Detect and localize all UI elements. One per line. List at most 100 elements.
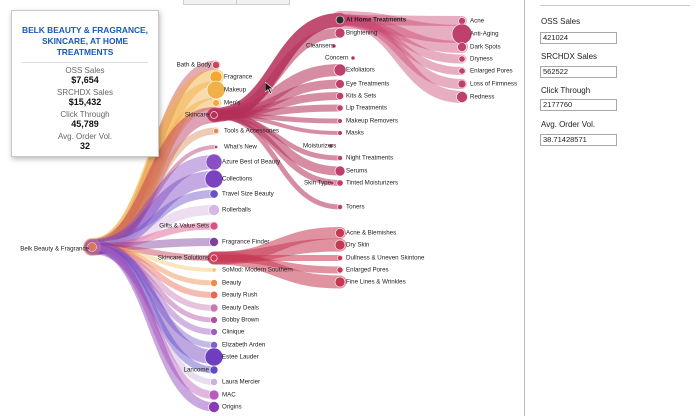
solutions-child-node[interactable] xyxy=(335,228,345,238)
category-node[interactable] xyxy=(208,389,220,401)
skincare-group-node[interactable] xyxy=(331,43,337,49)
treatment-leaf-node[interactable] xyxy=(451,23,473,45)
skincare-child-node[interactable] xyxy=(337,155,343,161)
skincare-child-node[interactable] xyxy=(333,63,347,77)
tooltip-label: Click Through xyxy=(60,110,110,119)
link-root-6 xyxy=(90,145,218,249)
skincare-child-node[interactable] xyxy=(335,79,345,89)
skincare-child-node[interactable] xyxy=(336,92,344,100)
oss-sales-field[interactable] xyxy=(540,32,617,44)
category-node[interactable] xyxy=(212,61,220,69)
category-node[interactable] xyxy=(210,378,218,386)
category-node[interactable] xyxy=(209,290,219,300)
category-label: What's New xyxy=(224,144,257,151)
oss-sales-label: OSS Sales xyxy=(541,17,581,26)
skincare-group-node[interactable] xyxy=(329,180,335,186)
category-node[interactable] xyxy=(208,401,220,413)
solutions-child-node[interactable] xyxy=(336,266,344,274)
link-athome-1 xyxy=(331,11,471,43)
category-node[interactable] xyxy=(205,153,223,171)
link-root-17 xyxy=(89,244,217,311)
category-node[interactable] xyxy=(210,279,218,287)
solutions-child-node[interactable] xyxy=(334,239,346,251)
click-through-field[interactable] xyxy=(540,99,617,111)
avg-order-vol-field[interactable] xyxy=(540,134,617,146)
treatment-leaf-node[interactable] xyxy=(457,42,467,52)
hierarchy-tree-chart: Belk Beauty & Fragrance Bath & Body Fragra… xyxy=(20,11,517,413)
link-root-8 xyxy=(84,171,222,255)
treatment-leaf-label: Loss of Firmness xyxy=(470,81,517,88)
category-node[interactable] xyxy=(204,169,224,189)
top-tab-1[interactable] xyxy=(183,0,237,5)
link-root-4 xyxy=(84,107,222,255)
tooltip-value: 32 xyxy=(79,141,90,151)
skincare-child-label: Serums xyxy=(346,168,367,175)
skincare-child-label: Tinted Moisturizers xyxy=(346,180,398,187)
category-node[interactable] xyxy=(206,80,226,100)
skincare-child-node[interactable] xyxy=(337,204,343,210)
category-label: Origins xyxy=(222,404,242,411)
category-node[interactable] xyxy=(211,267,217,273)
solutions-child-node[interactable] xyxy=(337,255,343,261)
category-node[interactable] xyxy=(210,316,218,324)
skincare-child-node[interactable] xyxy=(334,165,346,177)
link-root-21 xyxy=(85,240,221,364)
skincare-group-node[interactable] xyxy=(350,55,356,61)
treatment-leaf-label: Dark Spots xyxy=(470,44,501,51)
link-athome-2 xyxy=(334,14,468,53)
metrics-panel: OSS Sales SRCHDX Sales Click Through Avg… xyxy=(526,0,700,416)
tooltip-row-aov: Avg. Order Vol. 32 xyxy=(12,132,158,151)
category-node[interactable] xyxy=(204,347,224,367)
skincare-group-node[interactable] xyxy=(328,143,334,149)
root-label: Belk Beauty & Fragrance xyxy=(20,246,89,253)
category-label: SoMod: Modern Southern xyxy=(222,267,293,274)
category-node[interactable] xyxy=(212,99,220,107)
link-root-9 xyxy=(88,190,218,251)
srchdx-sales-field[interactable] xyxy=(540,66,617,78)
category-label: Skincare Solutions xyxy=(158,255,209,262)
category-label: Skincare xyxy=(185,112,210,119)
link-skincare-11 xyxy=(211,112,343,210)
category-label: Gifts & Value Sets xyxy=(159,223,209,230)
category-node[interactable] xyxy=(210,111,218,119)
treatment-leaf-node[interactable] xyxy=(458,67,466,75)
skincare-child-node[interactable] xyxy=(337,118,343,124)
category-node[interactable] xyxy=(209,303,219,313)
skincare-child-node[interactable] xyxy=(336,179,344,187)
category-node[interactable] xyxy=(208,204,220,216)
skincare-child-node[interactable] xyxy=(334,27,346,39)
tooltip-row-srchdx: SRCHDX Sales $15,432 xyxy=(12,88,158,107)
treatment-leaf-label: Acne xyxy=(470,18,485,25)
treatment-leaf-node[interactable] xyxy=(458,55,466,63)
category-node[interactable] xyxy=(210,254,218,262)
skincare-group-label: Moisturizers xyxy=(303,143,336,150)
link-root-2 xyxy=(83,81,225,256)
treatment-leaf-node[interactable] xyxy=(456,91,468,103)
solutions-child-node[interactable] xyxy=(334,276,346,288)
category-node[interactable] xyxy=(210,328,218,336)
category-node[interactable] xyxy=(214,145,218,149)
link-root-18 xyxy=(89,244,217,323)
skincare-child-label: Lip Treatments xyxy=(346,105,387,112)
category-label: Bobby Brown xyxy=(222,317,259,324)
link-athome-3 xyxy=(335,15,467,64)
category-label: Beauty Rush xyxy=(222,292,258,299)
solutions-child-label: Acne & Blemishes xyxy=(346,230,396,237)
category-node[interactable] xyxy=(210,341,218,349)
category-node[interactable] xyxy=(209,365,219,375)
category-node[interactable] xyxy=(209,237,219,247)
category-label: Azure Best of Beauty xyxy=(222,159,281,166)
link-root-1 xyxy=(84,69,224,255)
root-glow xyxy=(83,238,101,256)
treatment-leaf-node[interactable] xyxy=(458,17,466,25)
skincare-child-node[interactable] xyxy=(337,130,343,136)
skincare-child-node[interactable] xyxy=(335,15,345,25)
category-node[interactable] xyxy=(213,128,219,134)
skincare-child-label: At Home Treatments xyxy=(346,17,407,24)
top-tab-2[interactable] xyxy=(236,0,290,5)
treatment-leaf-node[interactable] xyxy=(457,79,467,89)
category-node[interactable] xyxy=(209,189,219,199)
root-node[interactable] xyxy=(87,242,97,252)
category-node[interactable] xyxy=(209,221,219,231)
skincare-child-node[interactable] xyxy=(336,104,344,112)
